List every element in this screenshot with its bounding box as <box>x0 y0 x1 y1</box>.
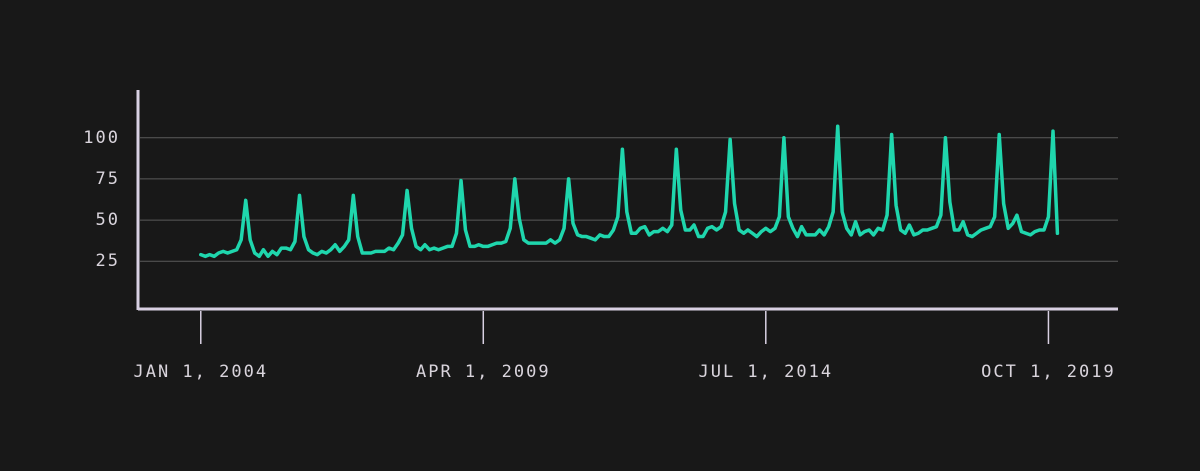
y-tick-label: 25 <box>96 251 120 271</box>
x-tick-label: OCT 1, 2019 <box>981 362 1116 382</box>
x-tick-label: APR 1, 2009 <box>416 362 551 382</box>
y-tick-label: 75 <box>96 169 120 189</box>
y-tick-label: 50 <box>96 210 120 230</box>
x-tick-label: JUL 1, 2014 <box>698 362 833 382</box>
data-line <box>199 124 1060 259</box>
y-tick-label: 100 <box>83 128 120 148</box>
x-tick-label: JAN 1, 2004 <box>133 362 268 382</box>
